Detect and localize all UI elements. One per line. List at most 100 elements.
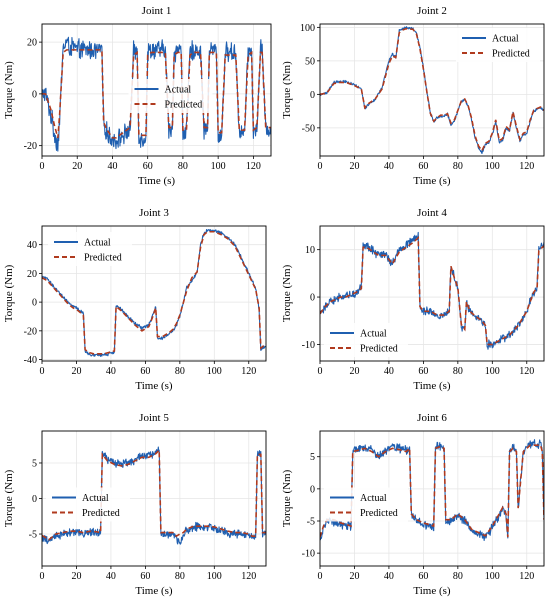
y-axis-label: Torque (Nm) xyxy=(281,469,293,527)
x-tick-label: 40 xyxy=(106,571,116,582)
x-axis-label: Time (s) xyxy=(138,175,176,187)
x-tick-label: 80 xyxy=(453,161,463,172)
plot-area xyxy=(320,231,544,350)
y-tick-label: -10 xyxy=(302,340,315,351)
chart-panel-2: 0 20 40 60 80 100 120 -50 0 50 100 Joint 2 Time (s) T… xyxy=(281,5,545,187)
x-tick-label: 100 xyxy=(211,161,226,172)
x-tick-label: 40 xyxy=(107,161,117,172)
y-axis-label: Torque (Nm) xyxy=(281,264,293,322)
x-tick-label: 60 xyxy=(143,161,153,172)
x-tick-label: 20 xyxy=(349,571,359,582)
y-tick-label: 0 xyxy=(310,293,315,304)
x-tick-label: 20 xyxy=(349,366,359,377)
x-tick-label: 120 xyxy=(241,366,256,377)
y-tick-label: 10 xyxy=(305,245,315,256)
series-predicted-line xyxy=(320,27,544,153)
x-tick-label: 0 xyxy=(318,571,323,582)
legend-box xyxy=(324,487,408,522)
legend: Actual Predicted xyxy=(456,28,540,62)
legend: Actual Predicted xyxy=(46,487,130,522)
x-tick-label: 100 xyxy=(485,571,500,582)
axes-frame xyxy=(319,430,545,567)
legend-box xyxy=(48,232,132,266)
x-tick-label: 60 xyxy=(418,571,428,582)
plot-area xyxy=(42,228,266,357)
x-tick-label: 20 xyxy=(71,366,81,377)
legend-actual-label: Actual xyxy=(492,34,519,45)
y-tick-label: -20 xyxy=(24,141,37,152)
y-tick-label: 0 xyxy=(32,89,37,100)
series-predicted-line xyxy=(42,230,266,355)
x-axis-label: Time (s) xyxy=(135,380,173,392)
chart-title: Joint 6 xyxy=(417,412,447,424)
x-tick-label: 60 xyxy=(418,366,428,377)
x-axis-label: Time (s) xyxy=(413,175,451,187)
legend-box xyxy=(456,28,540,62)
y-tick-label: -10 xyxy=(302,549,315,560)
x-tick-label: 120 xyxy=(519,571,534,582)
legend: Actual Predicted xyxy=(48,232,132,266)
chart-title: Joint 4 xyxy=(417,207,447,219)
chart-panel-3: 0 20 40 60 80 100 120 -40 -20 0 20 40 Joint 3 Time (s… xyxy=(3,207,267,392)
x-tick-label: 80 xyxy=(178,161,188,172)
series-actual-line xyxy=(320,439,544,542)
x-axis-label: Time (s) xyxy=(413,380,451,392)
y-tick-label: 0 xyxy=(32,494,37,505)
legend-box xyxy=(324,323,408,357)
plot-area xyxy=(42,36,271,152)
axes-frame xyxy=(319,225,545,362)
legend-actual-label: Actual xyxy=(165,85,192,96)
series-predicted-line xyxy=(320,236,544,346)
series-predicted-line xyxy=(320,444,544,538)
legend-predicted-label: Predicted xyxy=(82,508,120,519)
chart-title: Joint 2 xyxy=(417,5,447,17)
y-axis-label: Torque (Nm) xyxy=(281,61,293,119)
x-tick-label: 20 xyxy=(72,161,82,172)
y-tick-label: 50 xyxy=(305,56,315,67)
legend: Actual Predicted xyxy=(324,323,408,357)
legend: Actual Predicted xyxy=(324,487,408,522)
x-tick-label: 60 xyxy=(140,366,150,377)
y-tick-label: 0 xyxy=(32,298,37,309)
y-tick-label: 20 xyxy=(27,269,37,280)
x-tick-label: 40 xyxy=(384,161,394,172)
y-tick-label: 20 xyxy=(27,38,37,49)
y-tick-label: -40 xyxy=(24,355,37,366)
chart-title: Joint 1 xyxy=(142,5,172,17)
y-tick-label: 0 xyxy=(310,484,315,495)
y-tick-label: 40 xyxy=(27,240,37,251)
legend-predicted-label: Predicted xyxy=(84,253,122,264)
legend-actual-label: Actual xyxy=(84,238,111,249)
x-tick-label: 100 xyxy=(207,571,222,582)
x-tick-label: 80 xyxy=(175,571,185,582)
plot-area xyxy=(320,439,544,542)
x-axis-label: Time (s) xyxy=(135,585,173,597)
x-tick-label: 120 xyxy=(519,366,534,377)
legend: Actual Predicted xyxy=(128,79,213,113)
y-tick-label: 5 xyxy=(32,458,37,469)
y-axis-label: Torque (Nm) xyxy=(3,264,15,322)
series-actual-line xyxy=(42,36,271,152)
x-axis-label: Time (s) xyxy=(413,585,451,597)
axes-frame xyxy=(41,23,272,157)
x-tick-label: 80 xyxy=(175,366,185,377)
x-tick-label: 80 xyxy=(453,366,463,377)
x-tick-label: 60 xyxy=(418,161,428,172)
x-tick-label: 120 xyxy=(241,571,256,582)
axes-frame xyxy=(41,225,267,362)
y-tick-label: 0 xyxy=(310,90,315,101)
chart-panel-6: 0 20 40 60 80 100 120 -10 -5 0 5 Joint 6 Time (s) Tor… xyxy=(281,412,545,597)
x-tick-label: 120 xyxy=(246,161,261,172)
x-tick-label: 60 xyxy=(140,571,150,582)
x-tick-label: 80 xyxy=(453,571,463,582)
series-predicted-line xyxy=(42,49,271,139)
legend-predicted-label: Predicted xyxy=(165,100,203,111)
x-tick-label: 0 xyxy=(318,161,323,172)
x-tick-label: 0 xyxy=(40,571,45,582)
y-tick-label: 100 xyxy=(300,23,315,34)
legend-predicted-label: Predicted xyxy=(360,344,398,355)
legend-box xyxy=(128,79,213,113)
x-tick-label: 20 xyxy=(349,161,359,172)
